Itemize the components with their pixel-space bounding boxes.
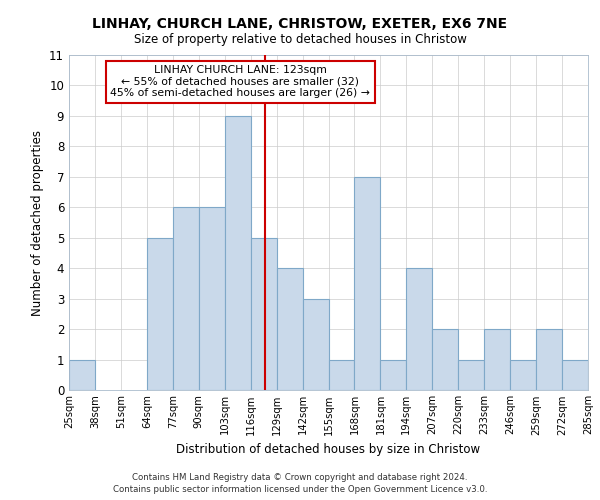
- Bar: [277, 268, 302, 390]
- Bar: [251, 238, 277, 390]
- Bar: [380, 360, 406, 390]
- Bar: [173, 208, 199, 390]
- Text: Contains HM Land Registry data © Crown copyright and database right 2024.
Contai: Contains HM Land Registry data © Crown c…: [113, 472, 487, 494]
- Bar: [562, 360, 588, 390]
- Text: LINHAY, CHURCH LANE, CHRISTOW, EXETER, EX6 7NE: LINHAY, CHURCH LANE, CHRISTOW, EXETER, E…: [92, 18, 508, 32]
- Bar: [536, 329, 562, 390]
- Bar: [458, 360, 484, 390]
- Bar: [302, 298, 329, 390]
- Bar: [224, 116, 251, 390]
- Text: LINHAY CHURCH LANE: 123sqm
← 55% of detached houses are smaller (32)
45% of semi: LINHAY CHURCH LANE: 123sqm ← 55% of deta…: [110, 65, 370, 98]
- Y-axis label: Number of detached properties: Number of detached properties: [31, 130, 44, 316]
- Bar: [69, 360, 95, 390]
- Bar: [355, 177, 380, 390]
- X-axis label: Distribution of detached houses by size in Christow: Distribution of detached houses by size …: [176, 443, 481, 456]
- Bar: [510, 360, 536, 390]
- Bar: [199, 208, 224, 390]
- Bar: [147, 238, 173, 390]
- Bar: [406, 268, 432, 390]
- Bar: [432, 329, 458, 390]
- Bar: [484, 329, 510, 390]
- Bar: [329, 360, 355, 390]
- Text: Size of property relative to detached houses in Christow: Size of property relative to detached ho…: [134, 32, 466, 46]
